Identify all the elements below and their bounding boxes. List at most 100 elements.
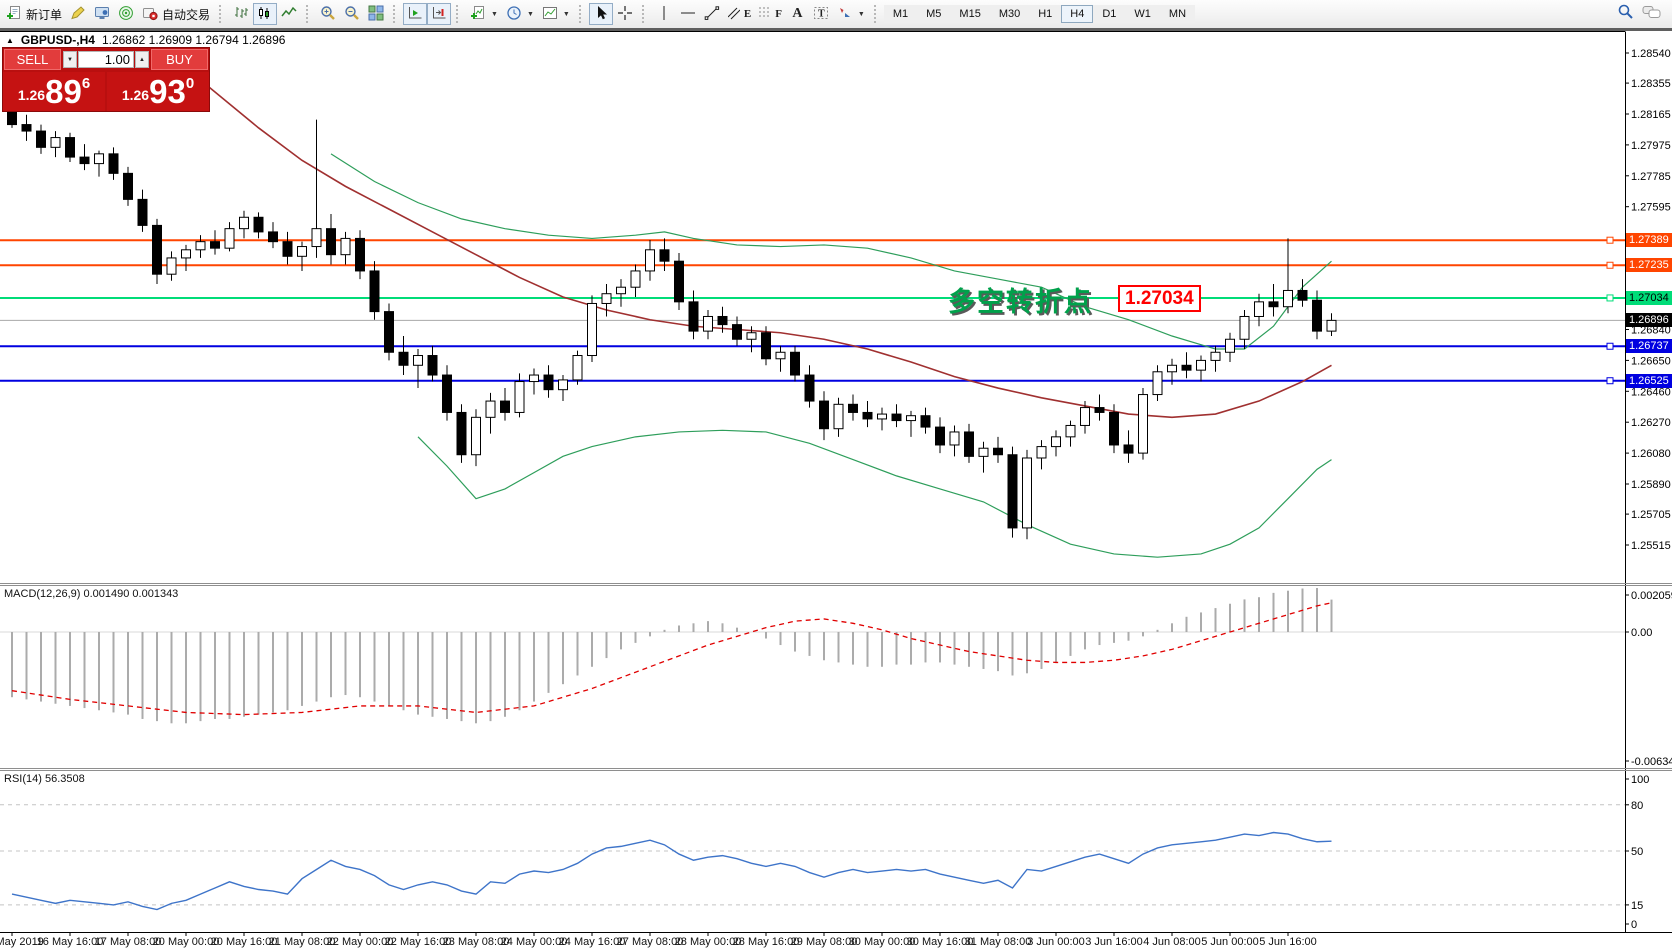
candle-body	[1239, 315, 1250, 340]
symbol-period-label: GBPUSD-,H4	[20, 33, 95, 47]
price-tick: 1.26460	[1631, 386, 1671, 398]
periods-button[interactable]: ▼	[502, 3, 538, 25]
price-tick: 1.28165	[1631, 109, 1671, 121]
arrows-icon	[837, 5, 853, 24]
candlestick-chart-button[interactable]	[253, 3, 278, 25]
buy-button[interactable]: BUY	[151, 49, 208, 70]
timeframe-m30-button[interactable]: M30	[989, 5, 1030, 23]
buy-price[interactable]: 1.26 93 0	[107, 72, 209, 111]
candle-body	[427, 355, 438, 376]
trade-panel-prices: 1.26 89 6 1.26 93 0	[3, 72, 209, 111]
candle-body	[1312, 299, 1322, 332]
channel-label: E	[743, 8, 752, 20]
buy-price-big: 93	[149, 73, 186, 110]
candle-body	[7, 111, 17, 126]
candle-body	[848, 403, 858, 413]
new-order-button[interactable]: 新订单	[2, 3, 66, 25]
price-tick: 1.27595	[1631, 202, 1671, 214]
toolbar-right	[1617, 3, 1670, 25]
bar-chart-icon	[233, 5, 249, 24]
collapse-panel-icon[interactable]: ▲	[6, 35, 14, 45]
timeframe-m1-button[interactable]: M1	[883, 5, 918, 23]
time-tick-label: 30 May 00:00	[849, 936, 916, 948]
candlestick-icon	[257, 5, 273, 24]
price-tick: 1.27785	[1631, 171, 1671, 183]
volume-increase-button[interactable]: ▲	[135, 51, 149, 68]
indicators-button[interactable]: ▼	[466, 3, 502, 25]
fibonacci-tool-button[interactable]: F	[755, 3, 786, 25]
tile-windows-button[interactable]	[364, 3, 388, 25]
navigator-button[interactable]	[114, 3, 138, 25]
timeframe-m5-button[interactable]: M5	[917, 5, 951, 23]
time-tick-label: 20 May 16:00	[211, 936, 278, 948]
chart-annotation-text[interactable]: 多空转折点	[948, 287, 1093, 317]
rsi-indicator-label: RSI(14) 56.3508	[4, 773, 85, 785]
timeframe-m15-button[interactable]: M15	[950, 5, 990, 23]
candle-body	[1326, 319, 1337, 332]
trendline-tool-button[interactable]	[700, 3, 724, 25]
line-chart-icon	[281, 5, 297, 24]
candle-body	[1225, 338, 1235, 353]
line-chart-button[interactable]	[277, 3, 301, 25]
auto-trading-button[interactable]: 自动交易	[138, 3, 214, 25]
chart-shift-button[interactable]	[427, 3, 452, 25]
candle-body	[877, 413, 887, 420]
candle-body	[210, 241, 220, 249]
buy-price-pip: 0	[185, 75, 195, 92]
candle-body	[645, 249, 655, 272]
timeframe-mn-button[interactable]: MN	[1159, 5, 1196, 23]
vertical-line-tool-button[interactable]	[652, 3, 676, 25]
auto-scroll-button[interactable]	[403, 3, 428, 25]
candle-body	[688, 301, 699, 332]
timeframe-w1-button[interactable]: W1	[1125, 5, 1160, 23]
crosshair-button[interactable]	[613, 3, 637, 25]
metaeditor-button[interactable]	[66, 3, 90, 25]
fibonacci-icon	[759, 5, 772, 24]
bar-chart-button[interactable]	[229, 3, 253, 25]
candle-body	[572, 355, 583, 381]
sell-button[interactable]: SELL	[4, 49, 61, 70]
templates-button[interactable]: ▼	[538, 3, 574, 25]
strategy-tester-button[interactable]	[90, 3, 114, 25]
chat-icon[interactable]	[1642, 4, 1662, 25]
hline-marker	[1606, 377, 1614, 385]
text-tool-button[interactable]: A	[786, 3, 809, 25]
text-tool-label: A	[792, 6, 803, 21]
chart-annotation-price-box[interactable]: 1.27034	[1118, 285, 1201, 312]
new-order-icon	[6, 5, 22, 24]
hline-marker	[1606, 236, 1614, 244]
macd-signal-line	[11, 602, 1332, 716]
channel-tool-button[interactable]: E	[724, 3, 755, 25]
zoom-out-button[interactable]	[340, 3, 364, 25]
candle-body	[123, 172, 133, 200]
timeframe-h1-button[interactable]: H1	[1029, 5, 1062, 23]
sell-price[interactable]: 1.26 89 6	[3, 72, 105, 111]
auto-trading-label: 自动交易	[162, 7, 211, 22]
tile-windows-icon	[368, 5, 384, 24]
timeframe-d1-button[interactable]: D1	[1093, 5, 1126, 23]
time-tick-label: 3 Jun 16:00	[1085, 936, 1143, 948]
toolbar-grip	[641, 5, 647, 23]
text-label-tool-button[interactable]: T	[809, 3, 833, 25]
candle-body	[1254, 301, 1264, 317]
search-icon[interactable]	[1617, 3, 1634, 25]
cursor-button[interactable]	[588, 3, 613, 25]
zoom-in-button[interactable]	[316, 3, 340, 25]
trendline-icon	[704, 5, 720, 24]
price-tag-1.27034: 1.27034	[1626, 290, 1672, 305]
timeframe-h4-button[interactable]: H4	[1061, 5, 1094, 23]
candle-body	[746, 332, 757, 340]
indicators-icon	[470, 5, 486, 24]
candle-body	[50, 137, 61, 148]
toolbar-grip	[306, 5, 311, 23]
candle-body	[761, 332, 771, 360]
arrows-tool-button[interactable]: ▼	[833, 3, 869, 25]
price-tick: 1.27975	[1631, 140, 1671, 152]
bollinger-lower-line	[417, 429, 1332, 558]
chevron-down-icon: ▼	[857, 10, 865, 18]
horizontal-line-tool-button[interactable]	[676, 3, 700, 25]
volume-input[interactable]	[78, 51, 134, 68]
volume-decrease-button[interactable]: ▼	[63, 51, 77, 68]
rsi-tick: 50	[1631, 846, 1643, 858]
